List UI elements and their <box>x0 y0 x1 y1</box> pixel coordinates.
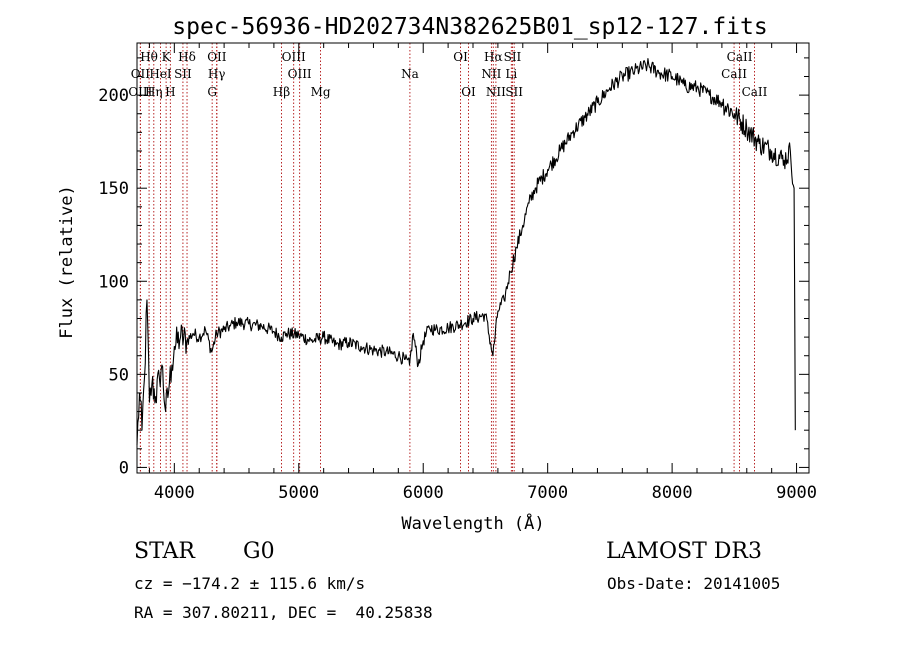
spectrum-line <box>136 58 796 446</box>
object-class: STAR <box>134 539 195 564</box>
y-tick-label: 100 <box>98 272 129 292</box>
spectral-line-label: NII <box>486 85 506 99</box>
y-tick-label: 50 <box>109 365 129 385</box>
spectral-line-label: OIII <box>288 67 312 81</box>
spectral-line-label: Hβ <box>273 85 290 99</box>
spectral-line-label: NII <box>481 67 501 81</box>
spectral-line-label: SII <box>504 50 522 64</box>
spectral-line-markers <box>139 43 755 473</box>
coordinates-readout: RA = 307.80211, DEC = 40.25838 <box>134 603 433 622</box>
spectral-line-label: OII <box>207 50 227 64</box>
x-axis-ticks: 4000 5000 6000 7000 8000 9000 <box>148 43 817 503</box>
spectral-line-label: Hγ <box>208 67 226 81</box>
spectral-line-label: CaII <box>721 67 747 81</box>
x-axis-label: Wavelength (Å) <box>401 512 544 534</box>
spectral-line-label: OI <box>453 50 468 64</box>
spectral-line-label: Hα <box>484 50 503 64</box>
spectral-line-label: Hδ <box>178 50 196 64</box>
spectral-line-label: Na <box>401 67 419 81</box>
survey-name: LAMOST DR3 <box>606 539 762 564</box>
y-tick-label: 150 <box>98 179 129 199</box>
redshift-readout: cz = −174.2 ± 115.6 km/s <box>134 574 366 593</box>
y-tick-label: 200 <box>98 86 129 106</box>
x-tick-label: 7000 <box>527 483 568 503</box>
x-tick-label: 9000 <box>776 483 817 503</box>
spectral-line-label: Hθ <box>140 50 158 64</box>
x-tick-label: 8000 <box>652 483 693 503</box>
x-tick-label: 5000 <box>278 483 319 503</box>
spectral-line-label: H <box>165 85 175 99</box>
spectral-line-label: Mg <box>311 85 331 99</box>
y-axis-ticks: 0 50 100 150 200 <box>98 57 809 478</box>
spectral-line-label: SII <box>505 85 523 99</box>
spectral-line-label: SII <box>174 67 192 81</box>
spectral-line-label: CaII <box>742 85 768 99</box>
spectral-line-label: K <box>162 50 172 64</box>
spectral-line-label: OI <box>461 85 476 99</box>
plot-frame <box>136 42 810 474</box>
spectral-line-label: OII <box>131 67 151 81</box>
spectral-line-label: OIII <box>282 50 306 64</box>
spectral-line-label: HeI <box>149 67 172 81</box>
spectral-line-label: CaII <box>727 50 753 64</box>
x-tick-label: 6000 <box>403 483 444 503</box>
chart-title: spec-56936-HD202734N382625B01_sp12-127.f… <box>172 14 767 40</box>
spectral-line-label: Hη <box>145 85 163 99</box>
object-subclass: G0 <box>243 539 275 564</box>
x-tick-label: 4000 <box>154 483 195 503</box>
spectral-line-label: Li <box>505 67 517 81</box>
y-tick-label: 0 <box>119 458 129 478</box>
observation-date: Obs-Date: 20141005 <box>607 574 781 593</box>
spectral-line-label: G <box>207 85 217 99</box>
y-axis-label: Flux (relative) <box>57 185 77 339</box>
